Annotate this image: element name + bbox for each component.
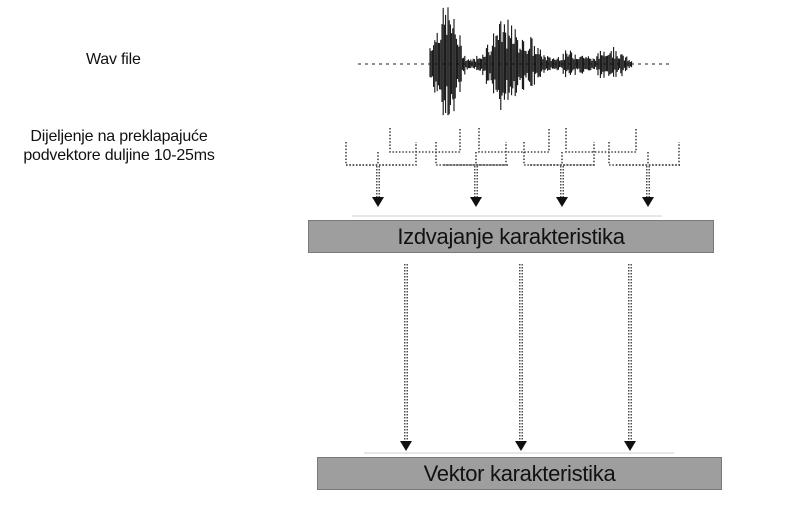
window-merge <box>616 152 680 166</box>
feature-extraction-box: Izdvajanje karakteristika <box>308 220 714 253</box>
window-bracket <box>478 128 550 153</box>
window-bracket <box>608 142 680 166</box>
window-bracket <box>345 142 417 166</box>
split-label-line-2: podvektore duljine 10-25ms <box>23 147 215 164</box>
split-label-line-1: Dijeljenje na preklapajuće <box>30 128 208 145</box>
down-arrow <box>515 264 527 451</box>
window-bracket <box>523 142 595 166</box>
down-arrow <box>556 166 568 207</box>
down-arrow <box>642 166 654 207</box>
down-arrow <box>470 166 482 207</box>
arrows <box>372 166 654 451</box>
window-bracket <box>435 142 507 166</box>
down-arrow <box>372 166 384 207</box>
down-arrow <box>624 264 636 451</box>
wav-file-label: Wav file <box>86 51 141 68</box>
split-subvectors-label: Dijeljenje na preklapajuće podvektore du… <box>8 127 230 165</box>
overlapping-windows <box>345 128 680 166</box>
down-arrow <box>400 264 412 451</box>
feature-vector-box: Vektor karakteristika <box>317 457 722 490</box>
window-bracket <box>389 128 461 153</box>
waveform <box>358 7 672 116</box>
window-merge <box>530 152 594 166</box>
window-bracket <box>565 128 637 153</box>
window-merge <box>346 152 410 166</box>
window-merge <box>444 152 508 166</box>
